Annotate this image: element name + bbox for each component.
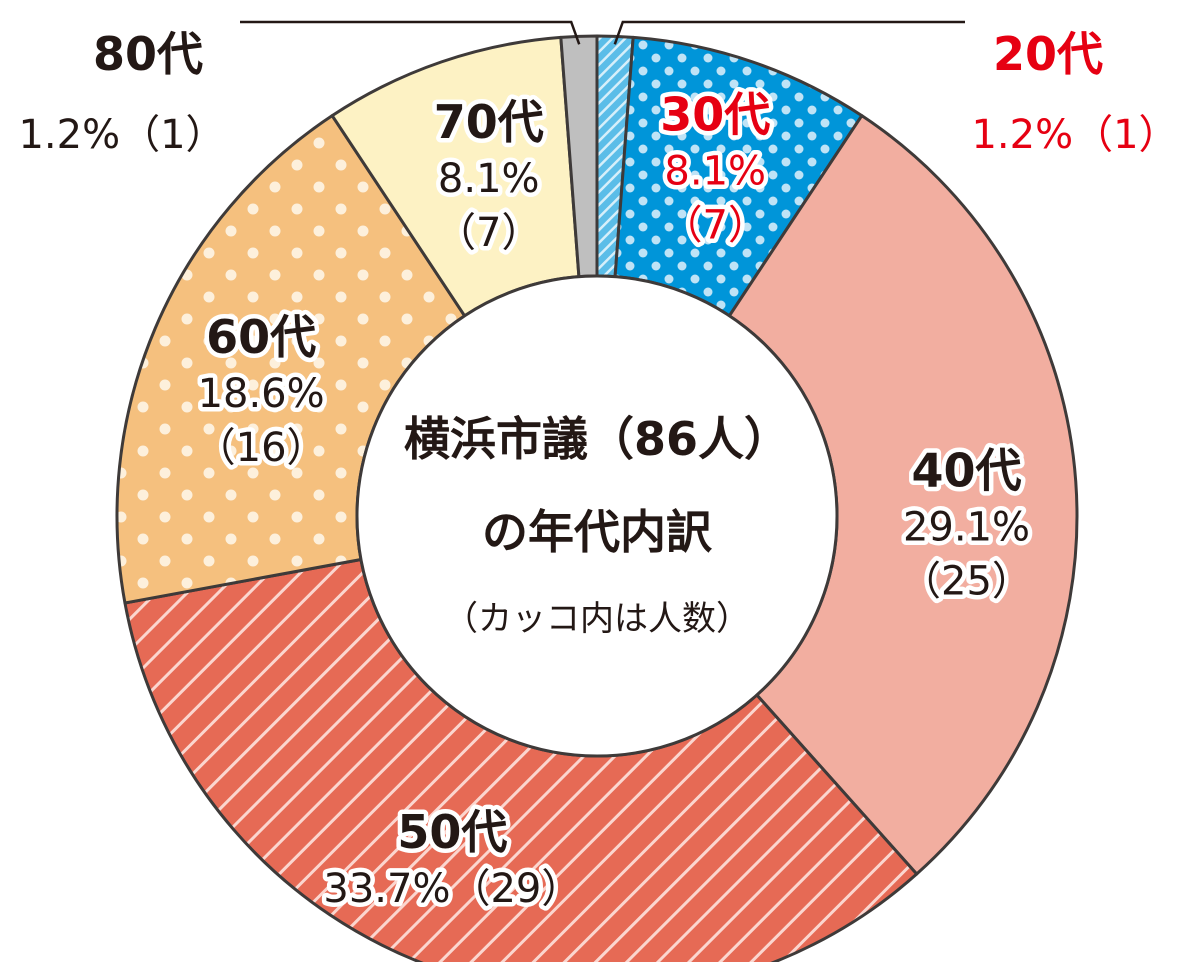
slices-layer <box>115 34 1079 962</box>
label-name-40代: 40代 <box>911 444 1021 498</box>
label-count-30代: （7） <box>663 203 768 249</box>
label-value-80代: 1.2%（1） <box>18 112 225 158</box>
label-name-20代: 20代 <box>993 27 1103 81</box>
label-value-20代: 1.2%（1） <box>971 112 1178 158</box>
label-percent-40代: 29.1% <box>903 505 1030 551</box>
center-title: 横浜市議（86人） の年代内訳 （カッコ内は人数） <box>404 412 790 639</box>
center-title-line1: 横浜市議（86人） <box>404 412 790 466</box>
label-value-50代: 33.7%（29） <box>323 866 581 912</box>
label-name-70代: 70代 <box>434 95 544 149</box>
label-percent-70代: 8.1% <box>438 156 540 202</box>
label-name-60代: 60代 <box>206 310 316 364</box>
center-title-line2: の年代内訳 <box>482 505 713 559</box>
label-count-60代: （16） <box>196 425 327 471</box>
label-name-50代: 50代 <box>397 805 507 859</box>
label-name-30代: 30代 <box>660 88 770 142</box>
label-name-80代: 80代 <box>93 27 203 81</box>
leader-line-80代 <box>240 20 581 45</box>
label-count-70代: （7） <box>436 210 541 256</box>
center-subtitle: （カッコ内は人数） <box>444 599 750 639</box>
leader-lines <box>240 20 965 45</box>
label-percent-30代: 8.1% <box>664 149 766 195</box>
label-percent-60代: 18.6% <box>198 371 325 417</box>
labels-layer: 20代 1.2%（1） 30代 8.1% （7） 40代 29.1% （25） 50代 33.7%… <box>18 27 1178 917</box>
leader-line-20代 <box>613 20 965 45</box>
label-count-40代: （25） <box>901 559 1032 605</box>
donut-hole <box>355 274 839 758</box>
